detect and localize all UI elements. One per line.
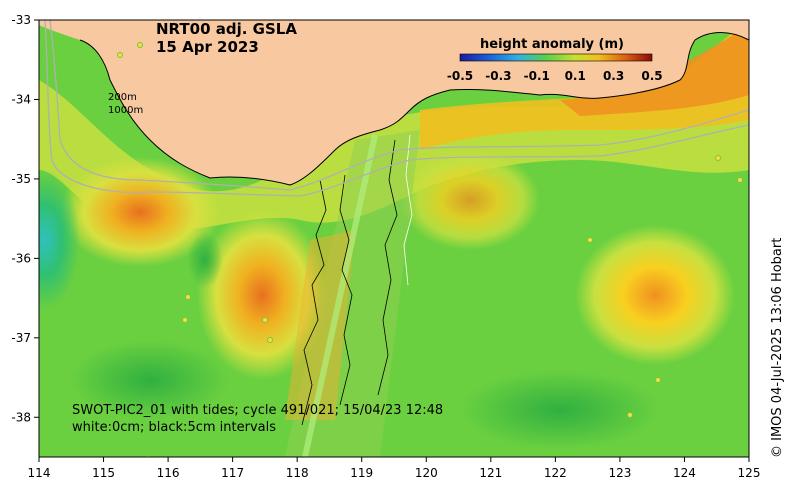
swot-info-line1: SWOT-PIC2_01 with tides; cycle 491/021; … xyxy=(72,403,443,418)
x-tick-label: 124 xyxy=(673,466,696,480)
colorbar-tick-label: 0.1 xyxy=(565,69,586,83)
y-tick-label: -34 xyxy=(11,92,31,106)
dark-green-patch-3 xyxy=(187,232,223,288)
map-title-product: NRT00 adj. GSLA xyxy=(156,20,297,38)
dark-green-patch-2 xyxy=(70,340,230,420)
coastal-warm-band xyxy=(420,20,749,150)
y-tick-label: -35 xyxy=(11,172,31,186)
plot-area xyxy=(39,20,749,457)
map-title-date: 15 Apr 2023 xyxy=(156,38,259,56)
x-tick-label: 115 xyxy=(92,466,115,480)
x-tick-label: 114 xyxy=(28,466,51,480)
colorbar-title: height anomaly (m) xyxy=(480,37,624,52)
coastline xyxy=(79,32,749,186)
colorbar-tick-label: -0.5 xyxy=(447,69,473,83)
y-axis: -33 -34 -35 -36 -37 -38 xyxy=(11,13,39,424)
dark-green-patch-1 xyxy=(460,370,660,450)
isobath-1000m xyxy=(44,20,749,197)
warm-eddy-central xyxy=(197,210,327,380)
cold-eddy-west xyxy=(39,170,80,310)
colorbar-ticks: -0.5 -0.3 -0.1 0.1 0.3 0.5 xyxy=(447,69,663,83)
isobath-label-1000m: 1000m xyxy=(108,105,143,116)
x-tick-label: 123 xyxy=(608,466,631,480)
x-tick-label: 117 xyxy=(221,466,244,480)
x-axis: 114 115 116 117 118 119 120 121 122 123 124 125 xyxy=(28,457,761,480)
colorbar-tick-label: -0.3 xyxy=(485,69,511,83)
x-tick-label: 122 xyxy=(544,466,567,480)
y-tick-label: -33 xyxy=(11,13,31,27)
swot-info-line2: white:0cm; black:5cm intervals xyxy=(72,420,276,435)
colorbar-gradient xyxy=(459,53,653,62)
colorbar-tick-label: -0.1 xyxy=(524,69,550,83)
x-tick-label: 121 xyxy=(479,466,502,480)
colorbar: height anomaly (m) -0.5 -0.3 -0.1 0.1 0.3 0.5 xyxy=(447,37,663,83)
drifter-markers xyxy=(117,42,743,457)
swot-swath xyxy=(285,130,420,457)
x-tick-label: 120 xyxy=(415,466,438,480)
colorbar-tick-label: 0.5 xyxy=(641,69,662,83)
yellow-eddy-mid xyxy=(400,150,540,250)
colorbar-tick-label: 0.3 xyxy=(603,69,624,83)
plot-border xyxy=(38,19,750,458)
x-tick-label: 119 xyxy=(350,466,373,480)
warm-eddy-east xyxy=(575,225,735,365)
x-tick-label: 118 xyxy=(286,466,309,480)
y-tick-label: -36 xyxy=(11,251,31,265)
x-tick-label: 125 xyxy=(738,466,761,480)
isobath-200m xyxy=(49,20,749,191)
x-tick-label: 116 xyxy=(157,466,180,480)
isobath-label-200m: 200m xyxy=(108,92,137,103)
y-tick-label: -38 xyxy=(11,410,31,424)
warm-eddy-west xyxy=(60,157,220,267)
credit-label: © IMOS 04-Jul-2025 13:06 Hobart xyxy=(770,238,785,458)
y-tick-label: -37 xyxy=(11,331,31,345)
